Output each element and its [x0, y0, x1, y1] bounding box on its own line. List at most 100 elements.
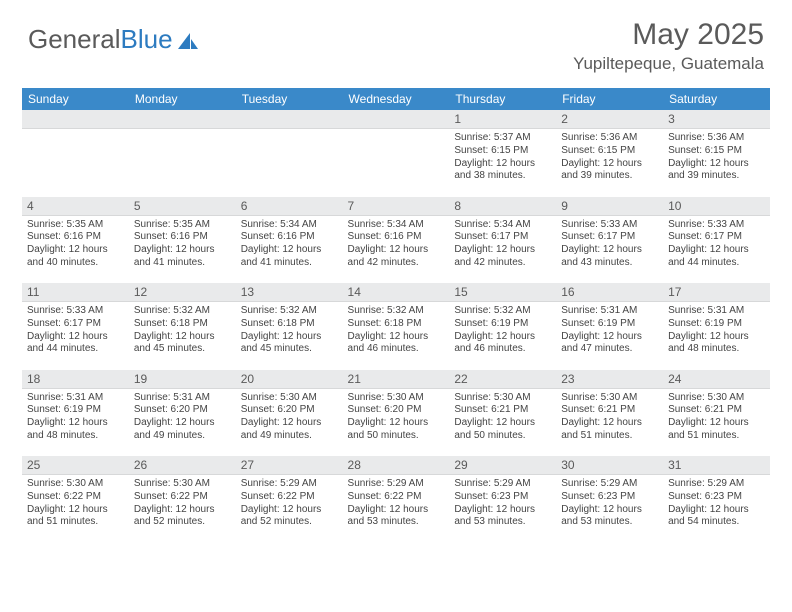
sunrise-line: Sunrise: 5:31 AM: [668, 305, 765, 318]
daylight-line: Daylight: 12 hours and 52 minutes.: [241, 504, 338, 530]
day-number-cell: 28: [343, 456, 450, 475]
day-number-cell: 17: [663, 283, 770, 302]
sunset-line: Sunset: 6:16 PM: [134, 231, 231, 244]
daylight-line: Daylight: 12 hours and 44 minutes.: [668, 244, 765, 270]
weekday-header: Thursday: [449, 88, 556, 110]
sunset-line: Sunset: 6:17 PM: [454, 231, 551, 244]
day-content-cell: [236, 129, 343, 197]
daylight-line: Daylight: 12 hours and 50 minutes.: [454, 417, 551, 443]
sunset-line: Sunset: 6:23 PM: [561, 491, 658, 504]
day-content-row: Sunrise: 5:35 AMSunset: 6:16 PMDaylight:…: [22, 215, 770, 283]
day-content-cell: Sunrise: 5:30 AMSunset: 6:21 PMDaylight:…: [449, 388, 556, 456]
day-content-cell: Sunrise: 5:36 AMSunset: 6:15 PMDaylight:…: [556, 129, 663, 197]
brand-part2: Blue: [121, 24, 173, 55]
sunrise-line: Sunrise: 5:33 AM: [561, 219, 658, 232]
day-number-cell: 3: [663, 110, 770, 129]
day-content-cell: Sunrise: 5:33 AMSunset: 6:17 PMDaylight:…: [22, 302, 129, 370]
day-number-cell: 31: [663, 456, 770, 475]
weekday-header-row: SundayMondayTuesdayWednesdayThursdayFrid…: [22, 88, 770, 110]
day-number-cell: 2: [556, 110, 663, 129]
day-content-cell: Sunrise: 5:30 AMSunset: 6:20 PMDaylight:…: [236, 388, 343, 456]
weekday-header: Sunday: [22, 88, 129, 110]
day-content-cell: Sunrise: 5:36 AMSunset: 6:15 PMDaylight:…: [663, 129, 770, 197]
sunrise-line: Sunrise: 5:32 AM: [134, 305, 231, 318]
day-content-cell: Sunrise: 5:29 AMSunset: 6:22 PMDaylight:…: [343, 475, 450, 543]
day-content-cell: Sunrise: 5:32 AMSunset: 6:19 PMDaylight:…: [449, 302, 556, 370]
sunrise-line: Sunrise: 5:37 AM: [454, 132, 551, 145]
daylight-line: Daylight: 12 hours and 48 minutes.: [668, 331, 765, 357]
daylight-line: Daylight: 12 hours and 42 minutes.: [454, 244, 551, 270]
day-content-cell: Sunrise: 5:32 AMSunset: 6:18 PMDaylight:…: [129, 302, 236, 370]
day-number-row: 11121314151617: [22, 283, 770, 302]
daylight-line: Daylight: 12 hours and 46 minutes.: [454, 331, 551, 357]
daylight-line: Daylight: 12 hours and 39 minutes.: [668, 158, 765, 184]
sunrise-line: Sunrise: 5:31 AM: [561, 305, 658, 318]
day-content-cell: Sunrise: 5:32 AMSunset: 6:18 PMDaylight:…: [343, 302, 450, 370]
sunset-line: Sunset: 6:20 PM: [241, 404, 338, 417]
sunrise-line: Sunrise: 5:33 AM: [27, 305, 124, 318]
daylight-line: Daylight: 12 hours and 51 minutes.: [561, 417, 658, 443]
sunrise-line: Sunrise: 5:35 AM: [134, 219, 231, 232]
day-number-row: 123: [22, 110, 770, 129]
day-number-cell: 1: [449, 110, 556, 129]
sunrise-line: Sunrise: 5:30 AM: [668, 392, 765, 405]
daylight-line: Daylight: 12 hours and 42 minutes.: [348, 244, 445, 270]
day-content-cell: [129, 129, 236, 197]
day-number-cell: 15: [449, 283, 556, 302]
sunset-line: Sunset: 6:23 PM: [454, 491, 551, 504]
day-content-cell: Sunrise: 5:34 AMSunset: 6:16 PMDaylight:…: [236, 215, 343, 283]
day-number-cell: 9: [556, 197, 663, 216]
weekday-header: Friday: [556, 88, 663, 110]
day-content-cell: Sunrise: 5:33 AMSunset: 6:17 PMDaylight:…: [663, 215, 770, 283]
sunrise-line: Sunrise: 5:30 AM: [348, 392, 445, 405]
sunrise-line: Sunrise: 5:36 AM: [561, 132, 658, 145]
weekday-header: Saturday: [663, 88, 770, 110]
sunset-line: Sunset: 6:16 PM: [27, 231, 124, 244]
day-number-cell: 7: [343, 197, 450, 216]
day-content-cell: Sunrise: 5:29 AMSunset: 6:23 PMDaylight:…: [663, 475, 770, 543]
sunset-line: Sunset: 6:19 PM: [454, 318, 551, 331]
day-content-cell: Sunrise: 5:33 AMSunset: 6:17 PMDaylight:…: [556, 215, 663, 283]
daylight-line: Daylight: 12 hours and 41 minutes.: [241, 244, 338, 270]
day-content-cell: Sunrise: 5:30 AMSunset: 6:22 PMDaylight:…: [129, 475, 236, 543]
day-number-cell: 4: [22, 197, 129, 216]
sunset-line: Sunset: 6:19 PM: [668, 318, 765, 331]
day-content-cell: Sunrise: 5:31 AMSunset: 6:20 PMDaylight:…: [129, 388, 236, 456]
sunset-line: Sunset: 6:17 PM: [27, 318, 124, 331]
daylight-line: Daylight: 12 hours and 46 minutes.: [348, 331, 445, 357]
daylight-line: Daylight: 12 hours and 45 minutes.: [241, 331, 338, 357]
day-number-cell: 27: [236, 456, 343, 475]
daylight-line: Daylight: 12 hours and 39 minutes.: [561, 158, 658, 184]
sunset-line: Sunset: 6:22 PM: [241, 491, 338, 504]
sunrise-line: Sunrise: 5:34 AM: [241, 219, 338, 232]
daylight-line: Daylight: 12 hours and 51 minutes.: [668, 417, 765, 443]
sunset-line: Sunset: 6:15 PM: [668, 145, 765, 158]
day-content-row: Sunrise: 5:37 AMSunset: 6:15 PMDaylight:…: [22, 129, 770, 197]
sunrise-line: Sunrise: 5:29 AM: [454, 478, 551, 491]
daylight-line: Daylight: 12 hours and 53 minutes.: [561, 504, 658, 530]
day-number-cell: 29: [449, 456, 556, 475]
sunrise-line: Sunrise: 5:34 AM: [348, 219, 445, 232]
day-content-cell: Sunrise: 5:30 AMSunset: 6:21 PMDaylight:…: [556, 388, 663, 456]
sunset-line: Sunset: 6:16 PM: [348, 231, 445, 244]
day-content-cell: Sunrise: 5:30 AMSunset: 6:22 PMDaylight:…: [22, 475, 129, 543]
sunrise-line: Sunrise: 5:30 AM: [241, 392, 338, 405]
daylight-line: Daylight: 12 hours and 53 minutes.: [348, 504, 445, 530]
daylight-line: Daylight: 12 hours and 51 minutes.: [27, 504, 124, 530]
day-content-cell: Sunrise: 5:34 AMSunset: 6:16 PMDaylight:…: [343, 215, 450, 283]
daylight-line: Daylight: 12 hours and 38 minutes.: [454, 158, 551, 184]
day-content-cell: Sunrise: 5:29 AMSunset: 6:23 PMDaylight:…: [556, 475, 663, 543]
day-content-cell: [22, 129, 129, 197]
sunset-line: Sunset: 6:23 PM: [668, 491, 765, 504]
day-number-cell: 30: [556, 456, 663, 475]
day-number-cell: [129, 110, 236, 129]
day-number-cell: 16: [556, 283, 663, 302]
day-number-cell: 19: [129, 370, 236, 389]
day-content-cell: Sunrise: 5:34 AMSunset: 6:17 PMDaylight:…: [449, 215, 556, 283]
day-number-cell: 20: [236, 370, 343, 389]
title-block: May 2025 Yupiltepeque, Guatemala: [573, 18, 764, 74]
sunrise-line: Sunrise: 5:35 AM: [27, 219, 124, 232]
sunrise-line: Sunrise: 5:31 AM: [27, 392, 124, 405]
day-number-cell: 8: [449, 197, 556, 216]
day-number-cell: 21: [343, 370, 450, 389]
